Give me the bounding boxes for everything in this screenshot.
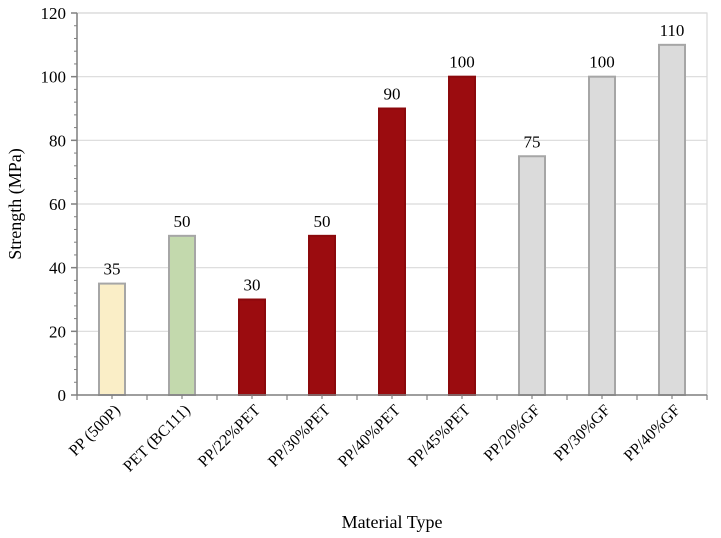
x-tick-label-4: PP/40%PET bbox=[335, 402, 404, 471]
bars bbox=[98, 43, 686, 397]
x-tick-label-0: PP (500P) bbox=[66, 402, 124, 460]
value-label-8: 110 bbox=[660, 21, 685, 40]
bar-pp-45-pet bbox=[448, 75, 476, 397]
x-tick-label-1: PET (BC111) bbox=[120, 402, 194, 476]
y-tick-label-120: 120 bbox=[41, 4, 67, 23]
x-tick-label-7: PP/30%GF bbox=[551, 402, 614, 465]
value-label-7: 100 bbox=[589, 53, 615, 72]
bar-pp-40-gf bbox=[658, 43, 686, 396]
bar-pp-30-pet bbox=[308, 234, 336, 396]
y-tick-label-20: 20 bbox=[49, 322, 66, 341]
bar-pp-40-pet bbox=[378, 107, 406, 396]
bar-pp-500p bbox=[98, 282, 126, 397]
labels: 35 50 30 50 90 100 75 100 110 0 20 40 60 80 100 120 PP (… bbox=[41, 4, 685, 475]
x-tick-label-2: PP/22%PET bbox=[195, 402, 264, 471]
y-axis-title: Strength (MPa) bbox=[5, 148, 26, 260]
value-label-5: 100 bbox=[449, 53, 475, 72]
bar-pp-22-pet bbox=[238, 298, 266, 396]
y-tick-label-60: 60 bbox=[49, 195, 66, 214]
x-tick-label-5: PP/45%PET bbox=[405, 402, 474, 471]
value-label-6: 75 bbox=[524, 132, 541, 151]
x-tick-label-8: PP/40%GF bbox=[621, 402, 684, 465]
y-tick-label-40: 40 bbox=[49, 259, 66, 278]
x-tick-label-6: PP/20%GF bbox=[481, 402, 544, 465]
value-label-3: 50 bbox=[314, 212, 331, 231]
y-tick-label-100: 100 bbox=[41, 68, 67, 87]
y-tick-label-80: 80 bbox=[49, 131, 66, 150]
x-tick-label-3: PP/30%PET bbox=[265, 402, 334, 471]
bar-pet-bc111 bbox=[168, 234, 196, 396]
x-axis-title: Material Type bbox=[342, 512, 443, 532]
value-label-1: 50 bbox=[174, 212, 191, 231]
value-label-2: 30 bbox=[244, 276, 261, 295]
y-tick-label-0: 0 bbox=[58, 386, 67, 405]
axes bbox=[71, 12, 708, 400]
bar-pp-30-gf bbox=[588, 75, 616, 397]
bar-pp-20-gf bbox=[518, 155, 546, 396]
value-label-4: 90 bbox=[384, 85, 401, 104]
value-label-0: 35 bbox=[104, 260, 121, 279]
